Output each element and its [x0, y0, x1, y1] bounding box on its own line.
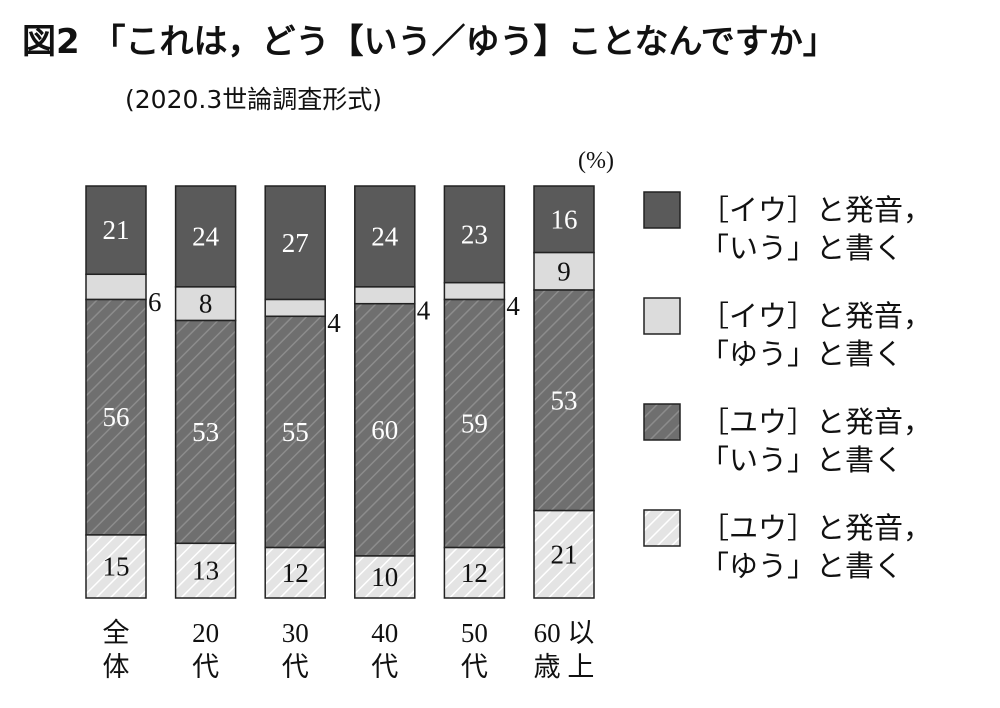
bar-segment-1-0: [174, 185, 237, 288]
value-label: 55: [282, 417, 309, 447]
category-label-line2: 代: [192, 652, 219, 682]
legend-swatch-3: [643, 509, 681, 547]
value-label: 13: [192, 556, 219, 586]
category-label-line1: 30: [282, 618, 309, 648]
bar-segment-4-3: [443, 546, 506, 599]
value-label: 6: [148, 287, 162, 317]
value-label: 59: [461, 409, 488, 439]
value-label: 27: [282, 228, 309, 258]
outside-value-labels: 6 4 4 4: [148, 287, 520, 338]
legend: ［イウ］と発音， 「いう」と書く ［イウ］と発音， 「ゆう」と書く ［ユウ］と発音， 「い…: [643, 191, 932, 583]
category-label-line2: 代: [461, 652, 488, 682]
value-label: 12: [461, 558, 488, 588]
bar-segment-5-0: [533, 185, 595, 254]
category-label-line1: 50: [461, 618, 488, 648]
legend-label-line2: 「ゆう」と書く: [700, 550, 903, 583]
value-label: 24: [371, 221, 399, 251]
bar-segment-4-2: [443, 298, 506, 549]
legend-label-line2: 「いう」と書く: [700, 444, 903, 477]
legend-swatch-2: [643, 403, 681, 441]
category-label-line1: 20: [192, 618, 219, 648]
bar-segment-1-2: [174, 319, 237, 545]
chart-title: 図2 「これは，どう【いう／ゆう】ことなんですか」: [22, 22, 837, 62]
legend-label-line2: 「いう」と書く: [700, 232, 903, 265]
legend-label-line2: 「ゆう」と書く: [700, 338, 903, 371]
category-label-line2: 歳 上: [534, 652, 595, 682]
unit-label: (%): [578, 148, 614, 174]
bar-segment-2-3: [264, 546, 326, 599]
bar-segment-1-3: [174, 542, 237, 599]
category-label-line2: 代: [282, 652, 309, 682]
bars: 21 56 15 24 8 53 13 27 55 12 24 60 10 23 59 12 16 9 53 21: [85, 185, 595, 599]
bar-segment-3-3: [354, 555, 416, 599]
value-label: 8: [199, 289, 213, 319]
value-label: 10: [371, 562, 398, 592]
chart-subtitle: (2020.3世論調査形式): [125, 85, 382, 114]
value-label: 4: [506, 291, 520, 321]
legend-label-line1: ［ユウ］と発音，: [700, 512, 932, 545]
value-label: 56: [103, 402, 130, 432]
category-label-line2: 代: [371, 652, 398, 682]
legend-label-line1: ［イウ］と発音，: [700, 300, 932, 333]
category-label-line1: 40: [371, 618, 398, 648]
bar-segment-4-0: [443, 185, 506, 284]
category-label-line1: 60 以: [534, 618, 595, 648]
bar-segment-1-1: [174, 286, 237, 322]
value-label: 15: [103, 551, 130, 581]
value-label: 12: [282, 558, 309, 588]
bar-segment-3-1: [354, 286, 416, 305]
bar-segment-5-2: [533, 289, 595, 512]
value-label: 4: [417, 295, 431, 325]
value-label: 9: [557, 256, 571, 286]
bar-segment-3-2: [354, 302, 416, 557]
value-label: 21: [551, 539, 578, 569]
value-label: 21: [103, 215, 130, 245]
value-label: 53: [192, 417, 219, 447]
bar-segment-4-1: [443, 281, 506, 301]
value-label: 60: [371, 415, 398, 445]
value-label: 24: [192, 221, 220, 251]
legend-label-line1: ［ユウ］と発音，: [700, 406, 932, 439]
bar-segment-5-3: [533, 509, 595, 599]
bar-segment-2-0: [264, 185, 326, 301]
value-label: 16: [551, 204, 578, 234]
value-label: 53: [551, 385, 578, 415]
legend-label-line1: ［イウ］と発音，: [700, 194, 932, 227]
category-labels: 全体 20 代 30 代 40 代 50 代 60 以歳 上: [103, 618, 595, 682]
bar-segment-2-1: [264, 298, 326, 318]
category-label-line1: 全: [103, 618, 130, 648]
bar-segment-5-1: [533, 251, 595, 291]
bar-segment-0-3: [85, 534, 147, 599]
category-label-line2: 体: [103, 652, 130, 682]
value-label: 4: [327, 308, 341, 338]
bar-segment-0-1: [85, 273, 147, 301]
value-label: 23: [461, 219, 488, 249]
bar-segment-0-2: [85, 298, 147, 536]
legend-swatch-0: [643, 191, 681, 229]
bar-segment-3-0: [354, 185, 416, 288]
legend-swatch-1: [643, 297, 681, 335]
